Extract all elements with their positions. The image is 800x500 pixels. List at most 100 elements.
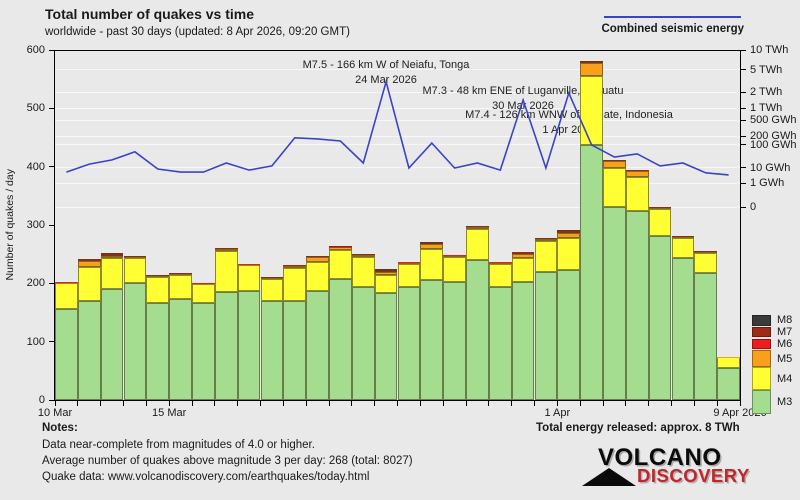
bar-segment-m3 [694,273,718,400]
x-axis-day-tick [739,400,741,406]
bar-segment-m5 [306,257,329,263]
bar-segment-m5 [329,247,352,250]
bar-segment-m4 [100,257,124,290]
left-axis-tick [49,341,55,343]
bar-segment-m5 [169,274,192,276]
total-energy-label: Total energy released: approx. 8 TWh [536,422,740,434]
volcano-discovery-logo: VOLCANO DISCOVERY [580,444,795,498]
bar-segment-m4 [534,240,558,272]
x-axis-day-tick [374,400,376,406]
bar-segment-m3 [237,290,261,400]
bar-segment-m5 [397,262,421,264]
x-axis-day-tick [556,400,558,406]
legend-swatch-m4 [752,367,771,390]
x-axis-day-tick [100,400,102,406]
bar-segment-m5 [192,283,215,284]
bar-segment-m4 [603,167,626,207]
bar-segment-m4 [625,176,649,211]
bar-segment-m6 [123,255,147,257]
x-axis-day-tick [625,400,627,406]
page-title: Total number of quakes vs time [45,6,255,22]
x-axis-day-tick [328,400,330,406]
x-axis-day-tick [671,400,672,406]
bar-segment-m4 [694,253,718,274]
x-axis-tick-label: 15 Mar [152,407,187,419]
gridline [55,91,740,93]
bar-segment-m5 [534,239,558,241]
bar-segment-m6 [488,261,512,263]
bar-segment-m3 [466,260,489,400]
bar-segment-m6 [557,231,581,234]
bar-segment-m3 [169,298,192,400]
x-axis-day-tick [579,400,581,406]
plot-top-border [54,50,741,51]
bar-segment-m4 [306,262,329,291]
annotation-vanuatu: M7.3 - 48 km ENE of Luganville, Vanuatu … [422,85,624,112]
gridline [55,144,740,146]
bar-segment-m3 [648,236,672,400]
energy-line-legend-label: Combined seismic energy [601,23,744,35]
bar-segment-m6 [77,259,101,261]
bar-segment-m4 [214,250,238,292]
gridline [55,135,740,137]
legend-label: M6 [777,338,793,350]
volcano-icon [582,468,636,486]
y-axis-title: Number of quakes / day [4,169,16,281]
bar-segment-m6 [55,281,78,283]
left-axis-tick-label: 0 [38,394,45,406]
bar-segment-m6 [169,273,192,274]
right-axis-tick [740,206,746,208]
gridline [55,119,740,121]
left-axis-tick-label: 100 [26,335,45,348]
right-axis-tick-label: 1 TWh [750,102,783,115]
right-axis-tick-label: 0 [750,201,757,214]
right-axis-tick-label: 1 GWh [750,177,785,189]
bar-segment-m3 [100,289,124,400]
bar-segment-m4 [648,209,672,237]
bar-segment-m5 [260,277,284,279]
bar-segment-m5 [625,171,649,177]
bar-segment-m4 [260,278,284,301]
left-axis-tick [49,399,55,401]
magnitude-legend: M8 M7 M6 M5 M4 M3 [752,314,792,414]
bar-segment-m4 [77,267,101,301]
gridline [55,69,740,71]
x-axis-day-tick [419,400,421,406]
bar-segment-m4 [146,276,170,303]
gridline [55,167,740,169]
legend-item-m3: M3 [752,390,792,414]
bar-segment-m6 [420,242,444,245]
bar-segment-m5 [648,207,672,210]
bar-segment-m5 [420,244,444,249]
bar-segment-m7 [580,61,603,62]
bar-segment-m6 [146,275,170,276]
bar-segment-m4 [169,275,192,299]
legend-item-m6: M6 [752,338,792,350]
right-axis-tick-label: 500 GWh [750,114,797,126]
bar-segment-m7 [100,253,124,254]
bar-segment-m6 [237,263,261,265]
right-axis-tick [740,182,746,184]
bar-segment-m4 [351,256,375,288]
bar-segment-m3 [77,300,101,400]
bar-segment-m3 [123,283,147,400]
bar-segment-m3 [603,206,626,400]
bar-segment-m3 [443,281,466,400]
bar-segment-m4 [55,283,78,309]
bar-segment-m5 [283,266,307,269]
bar-segment-m3 [374,293,398,400]
left-axis-tick [49,49,55,51]
bar-segment-m3 [488,286,512,400]
bar-segment-m3 [557,269,581,400]
legend-label: M4 [777,372,793,385]
bar-segment-m5 [374,272,398,275]
x-axis-day-tick [168,400,170,406]
left-axis-tick-label: 600 [26,44,45,56]
x-axis-day-tick [351,400,353,406]
right-axis-tick-label: 10 GWh [750,161,791,174]
left-axis-tick-label: 200 [26,277,45,290]
gridline [55,107,740,109]
right-axis-tick-label: 10 TWh [750,44,789,56]
bar-segment-m4 [511,257,535,283]
